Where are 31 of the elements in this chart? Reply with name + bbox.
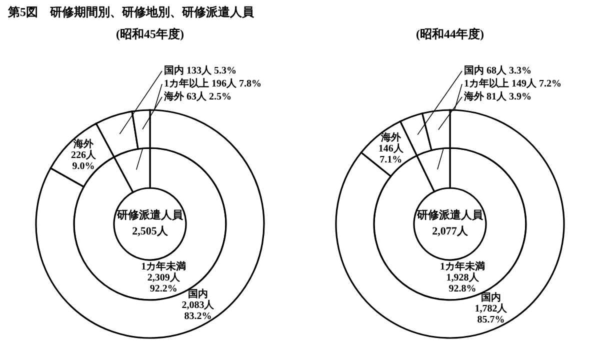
slice-label: 国内 (480, 292, 501, 304)
chart-subtitle: (昭和45年度) (116, 27, 184, 41)
slice-label: 1カ年以上 (464, 78, 509, 90)
data-label: 2,083人 83.2% (182, 299, 216, 322)
data-label: 2,309人 92.2% (147, 272, 181, 295)
data-label: 149人 7.2% (512, 78, 562, 90)
slice-label: 1カ年未満 (141, 260, 186, 273)
data-label: 196人 7.8% (212, 78, 262, 90)
slice-label: 海外 (464, 91, 484, 102)
slice-label: 海外 (72, 138, 95, 150)
data-label: 81人 3.9% (486, 91, 532, 102)
slice-label: 国内 (188, 288, 208, 300)
chart-title: 第5図 研修期間別、研修地別、研修派遣人員 (7, 5, 255, 19)
data-label: 146人 7.1% (378, 142, 404, 166)
text: 研修派遣人員 (116, 208, 184, 222)
text: 研修派遣人員 (416, 208, 484, 222)
slice-label: 海外 (164, 91, 184, 102)
data-label: 1,928人 92.8% (446, 272, 480, 295)
slice-label: 海外 (380, 132, 402, 144)
data-label: 63人 2.5% (186, 91, 232, 102)
text: 2,077人 (432, 226, 469, 238)
slice-label: 国内 (164, 65, 184, 76)
text: 2,505人 (132, 226, 169, 238)
data-label: 226人 9.0% (71, 149, 98, 172)
slice-label: 国内 (464, 65, 484, 76)
slice-label: 1カ年未満 (440, 260, 486, 273)
chart-subtitle: (昭和44年度) (416, 27, 484, 41)
data-label: 133人 5.3% (186, 65, 236, 76)
data-label: 1,782人 85.7% (474, 302, 508, 326)
slice-label: 1カ年以上 (164, 78, 209, 90)
data-label: 68人 3.3% (486, 65, 532, 76)
